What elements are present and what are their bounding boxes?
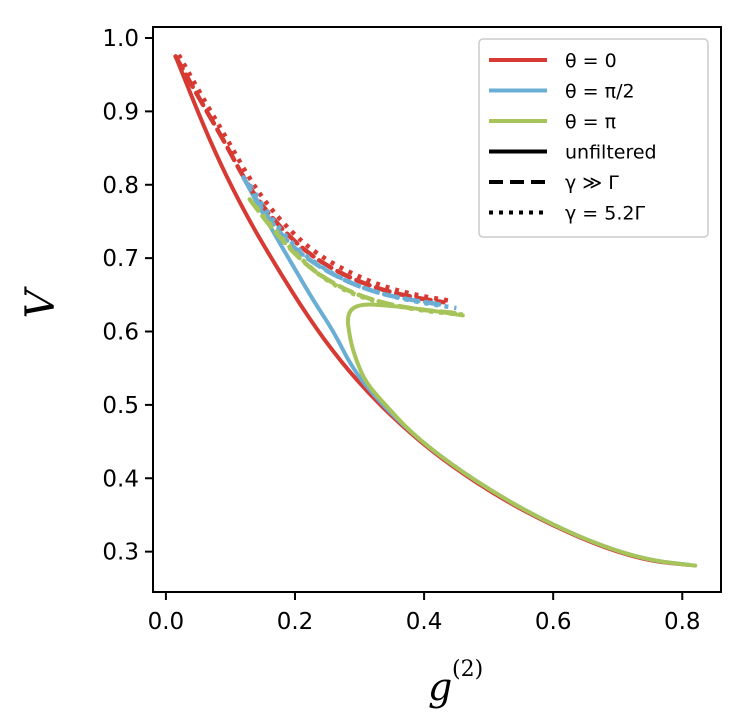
y-tick-label: 1.0 [102, 26, 139, 52]
y-tick-label: 0.3 [102, 540, 139, 566]
y-axis-ticks: 0.3 0.4 0.5 0.6 0.7 0.8 0.9 1.0 [102, 26, 153, 566]
y-axis-label: V [18, 285, 64, 318]
x-tick-label: 0.6 [535, 609, 572, 635]
y-tick-label: 0.8 [102, 173, 139, 199]
x-tick-label: 0.8 [664, 609, 701, 635]
legend-label: γ ≫ Γ [565, 172, 619, 194]
series-line-4 [176, 53, 451, 303]
series-layer [173, 53, 698, 568]
series-line-3 [173, 54, 446, 305]
series-line-8 [254, 205, 464, 317]
x-axis-label-main: g [428, 665, 452, 709]
legend-label: θ = 0 [565, 50, 617, 72]
x-tick-label: 0.0 [148, 609, 185, 635]
x-axis-label-superscript: (2) [452, 657, 483, 682]
plot-frame [152, 26, 722, 593]
y-tick-label: 0.6 [102, 320, 139, 346]
y-tick-label: 0.7 [102, 246, 139, 272]
legend-label: θ = π/2 [565, 81, 635, 103]
x-tick-label: 0.4 [406, 609, 443, 635]
legend: θ = 0 θ = π/2 θ = π unfiltered γ ≫ Γ γ = 5.2Γ [478, 38, 709, 238]
y-tick-label: 0.9 [102, 99, 139, 125]
x-axis-ticks: 0.0 0.2 0.4 0.6 0.8 [148, 592, 701, 635]
legend-label: γ = 5.2Γ [565, 203, 645, 225]
legend-label: θ = π [565, 111, 616, 133]
legend-items: θ = 0 θ = π/2 θ = π unfiltered γ ≫ Γ γ = 5.2Γ [489, 50, 657, 225]
y-tick-label: 0.4 [102, 466, 139, 492]
x-tick-label: 0.2 [277, 609, 314, 635]
x-axis-label: g (2) [428, 657, 483, 709]
y-tick-label: 0.5 [102, 393, 139, 419]
legend-label: unfiltered [565, 142, 657, 164]
series-line-2 [345, 302, 698, 568]
